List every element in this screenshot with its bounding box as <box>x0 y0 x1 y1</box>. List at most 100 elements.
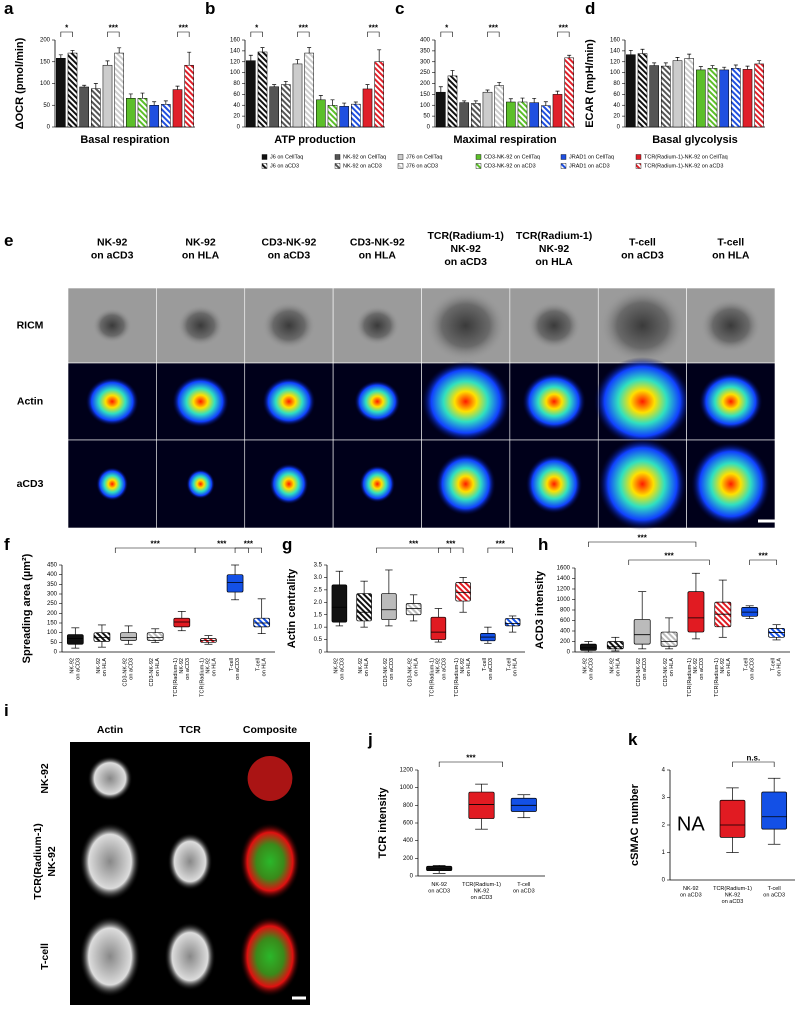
box <box>455 582 471 602</box>
x-tick-label: NK-92on HLA <box>359 658 371 677</box>
significance-bracket <box>628 559 710 565</box>
legend-label: JRAD1 on aCD3 <box>569 163 610 169</box>
error-bar <box>163 100 168 105</box>
x-tick-label: CD3-NK-92on HLA <box>150 658 162 687</box>
y-tick-label: 50 <box>50 640 57 646</box>
y-tick-label: 0 <box>319 650 323 656</box>
legend-label: NK-92 on CellTaq <box>343 154 386 160</box>
error-bar <box>140 92 145 99</box>
bar <box>754 63 764 128</box>
y-axis-label: ΔOCR (pmol/min) <box>14 37 26 129</box>
box <box>173 617 191 628</box>
cell-image <box>269 463 309 505</box>
error-bar <box>555 90 560 95</box>
error-bar <box>663 62 668 67</box>
x-tick-label: TCR(Radium-1)NK-92on aCD3 <box>430 658 448 697</box>
y-tick-label: 0 <box>410 874 414 880</box>
row-label: aCD3 <box>17 478 44 490</box>
cell-image <box>700 298 761 353</box>
y-tick-label: 40 <box>613 103 620 109</box>
y-tick-label: 1 <box>662 850 666 856</box>
legend-label: NK-92 on aCD3 <box>343 163 382 169</box>
cell-image <box>79 822 141 901</box>
box <box>405 603 422 616</box>
significance-label: *** <box>559 24 569 33</box>
box <box>687 591 705 633</box>
significance-label: *** <box>496 540 506 549</box>
x-tick-label: TCR(Radium-1)NK-92on HLA <box>714 658 732 697</box>
panel-letter: j <box>367 730 373 749</box>
box <box>430 616 447 640</box>
y-tick-label: 200 <box>420 81 431 87</box>
significance-label: *** <box>179 24 189 33</box>
bar <box>339 106 349 128</box>
legend-swatch <box>635 163 642 169</box>
y-tick-label: 80 <box>613 81 620 87</box>
y-axis-label: cSMAC number <box>629 783 641 866</box>
y-tick-label: 250 <box>420 70 431 76</box>
bar <box>696 69 706 128</box>
error-bar <box>70 50 75 54</box>
y-tick-label: 250 <box>47 601 58 607</box>
y-axis-label: Actin centrality <box>286 568 298 648</box>
legend-swatch <box>475 154 482 160</box>
y-axis-label: Spreading area (µm²) <box>21 553 33 663</box>
y-tick-label: 3.0 <box>314 575 323 581</box>
error-bar <box>652 62 657 66</box>
cell-image <box>247 756 293 801</box>
panel-letter: b <box>205 0 215 18</box>
legend-swatch <box>261 163 268 169</box>
error-bar <box>628 49 633 55</box>
bar <box>626 54 636 128</box>
y-tick-label: 400 <box>403 838 414 844</box>
panel-letter: f <box>4 535 10 554</box>
error-bar <box>307 47 312 54</box>
bar <box>246 60 256 128</box>
y-tick-label: 350 <box>47 582 58 588</box>
significance-bracket <box>297 31 310 37</box>
error-bar <box>283 80 288 85</box>
cell-image <box>527 301 581 350</box>
y-tick-label: 800 <box>560 608 571 614</box>
cell-image <box>421 361 510 442</box>
panel-letter: g <box>282 535 292 554</box>
cell-image <box>172 375 229 428</box>
error-bar <box>175 85 180 90</box>
error-bar <box>710 65 715 69</box>
legend-swatch <box>635 154 642 160</box>
x-tick-label: T-cellon aCD3 <box>230 658 242 680</box>
x-tick-label: CD3-NK-92on HLA <box>408 658 420 687</box>
y-tick-label: 450 <box>47 563 58 569</box>
significance-label: *** <box>758 552 768 561</box>
y-tick-label: 2 <box>662 823 666 829</box>
y-tick-label: 50 <box>43 103 50 109</box>
error-bar <box>82 84 87 87</box>
panel-letter: d <box>585 0 595 18</box>
bar <box>56 58 66 128</box>
bar <box>684 58 694 128</box>
significance-label: *** <box>638 534 648 543</box>
y-tick-label: 1400 <box>557 576 571 582</box>
box <box>660 631 678 647</box>
error-bar <box>640 48 645 54</box>
bar <box>719 69 729 128</box>
x-tick-label: TCR(Radium-1)NK-92on HLA <box>455 658 473 697</box>
error-bar <box>272 84 277 87</box>
box <box>120 632 137 641</box>
error-bar <box>520 97 525 102</box>
cell-image <box>262 377 316 426</box>
x-tick-label: CD3-NK-92on aCD3 <box>383 658 395 686</box>
box <box>331 584 348 623</box>
error-bar <box>450 70 455 76</box>
legend-label: JRAD1 on CellTaq <box>569 154 614 160</box>
legend-swatch <box>475 163 482 169</box>
significance-bracket <box>487 31 500 37</box>
y-tick-label: 1.0 <box>314 625 323 631</box>
y-tick-label: 200 <box>47 611 58 617</box>
cell-image <box>600 287 685 364</box>
error-bar <box>105 60 110 66</box>
significance-bracket <box>749 559 777 565</box>
